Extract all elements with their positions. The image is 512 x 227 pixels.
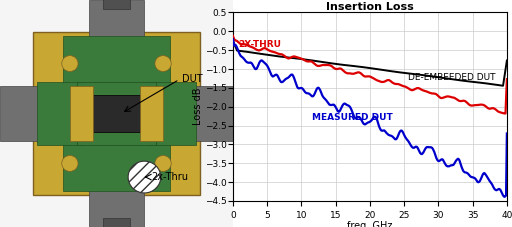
Bar — [70, 86, 93, 141]
Title: Insertion Loss: Insertion Loss — [326, 2, 414, 12]
Text: DUT: DUT — [182, 74, 202, 84]
Text: MEASURED DUT: MEASURED DUT — [312, 114, 393, 123]
Bar — [89, 186, 144, 227]
Circle shape — [62, 56, 78, 72]
Circle shape — [155, 155, 171, 171]
Bar — [63, 141, 170, 191]
Bar — [0, 86, 42, 141]
Bar — [102, 218, 131, 227]
Circle shape — [62, 155, 78, 171]
Bar — [102, 0, 131, 9]
Circle shape — [155, 56, 171, 72]
Y-axis label: Loss dB: Loss dB — [194, 88, 203, 126]
Bar — [149, 82, 196, 145]
Bar — [93, 95, 140, 132]
Bar — [140, 86, 163, 141]
Text: DE-EMBEEDED DUT: DE-EMBEEDED DUT — [408, 73, 495, 82]
Bar — [33, 32, 200, 195]
Text: 2X-THRU: 2X-THRU — [239, 40, 282, 49]
Bar — [37, 82, 84, 145]
Text: 2x-Thru: 2x-Thru — [152, 172, 188, 182]
Bar — [63, 36, 170, 86]
X-axis label: freq, GHz: freq, GHz — [347, 221, 393, 227]
Bar — [89, 0, 144, 41]
Bar — [191, 86, 233, 141]
Bar — [77, 82, 156, 145]
Circle shape — [128, 161, 161, 193]
